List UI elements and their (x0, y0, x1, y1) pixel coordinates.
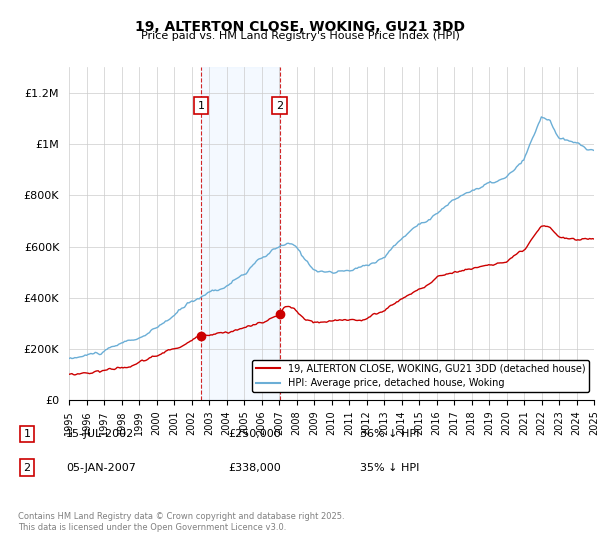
Text: 05-JAN-2007: 05-JAN-2007 (66, 463, 136, 473)
Text: £338,000: £338,000 (228, 463, 281, 473)
Text: Contains HM Land Registry data © Crown copyright and database right 2025.
This d: Contains HM Land Registry data © Crown c… (18, 512, 344, 532)
Bar (201, 67, 280, 400)
Text: 35% ↓ HPI: 35% ↓ HPI (360, 463, 419, 473)
Text: Price paid vs. HM Land Registry's House Price Index (HPI): Price paid vs. HM Land Registry's House … (140, 31, 460, 41)
Text: 19, ALTERTON CLOSE, WOKING, GU21 3DD: 19, ALTERTON CLOSE, WOKING, GU21 3DD (135, 20, 465, 34)
Text: 1: 1 (197, 100, 205, 110)
Text: 2: 2 (23, 463, 31, 473)
Text: 1: 1 (23, 429, 31, 439)
Text: 15-JUL-2002: 15-JUL-2002 (66, 429, 134, 439)
Text: 2: 2 (276, 100, 283, 110)
Text: £250,000: £250,000 (228, 429, 281, 439)
Text: 36% ↓ HPI: 36% ↓ HPI (360, 429, 419, 439)
Legend: 19, ALTERTON CLOSE, WOKING, GU21 3DD (detached house), HPI: Average price, detac: 19, ALTERTON CLOSE, WOKING, GU21 3DD (de… (251, 360, 589, 392)
